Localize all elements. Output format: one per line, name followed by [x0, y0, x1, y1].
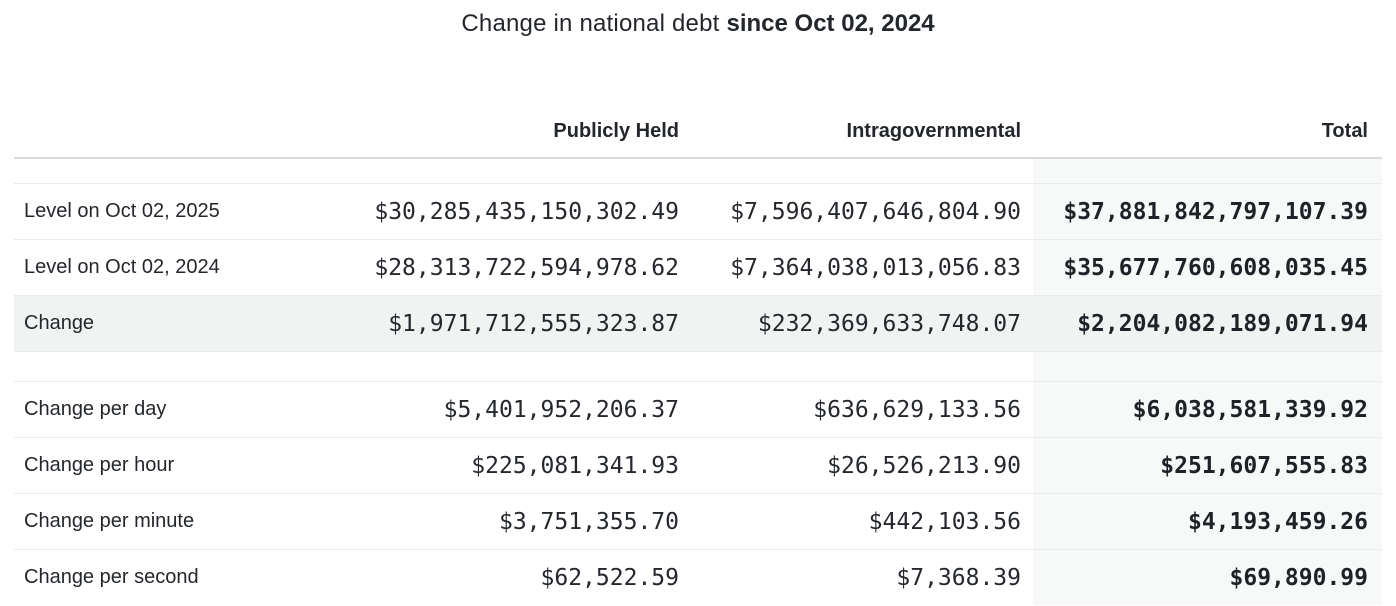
row-label: Change per second: [24, 566, 199, 588]
row-separator: [14, 239, 1382, 240]
total-value: $35,677,760,608,035.45: [1033, 240, 1382, 295]
table-row: Change per minute $3,751,355.70 $442,103…: [14, 494, 1382, 549]
publicly-held-value: $5,401,952,206.37: [443, 396, 679, 423]
row-label: Level on Oct 02, 2024: [24, 256, 220, 278]
table-row: Change $1,971,712,555,323.87 $232,369,63…: [14, 296, 1382, 351]
column-header-publicly-held: Publicly Held: [553, 120, 679, 142]
page-title-text: Change in national debt: [461, 10, 720, 37]
table-row: Change per hour $225,081,341.93 $26,526,…: [14, 438, 1382, 493]
publicly-held-value: $225,081,341.93: [471, 452, 679, 479]
row-separator: [14, 549, 1382, 550]
table-header: Publicly Held Intragovernmental Total: [14, 48, 1382, 157]
publicly-held-value: $3,751,355.70: [498, 508, 679, 535]
spacer-row: [14, 159, 1382, 183]
intragovernmental-value: $232,369,633,748.07: [757, 310, 1021, 337]
table-row: Level on Oct 02, 2025 $30,285,435,150,30…: [14, 184, 1382, 239]
total-column-band: [1033, 352, 1382, 381]
column-header-total: Total: [1321, 120, 1368, 142]
row-separator: [14, 381, 1382, 382]
row-separator: [14, 351, 1382, 352]
total-value: $37,881,842,797,107.39: [1033, 184, 1382, 239]
column-header-intragovernmental: Intragovernmental: [846, 120, 1021, 142]
header-divider: [14, 157, 1382, 159]
intragovernmental-value: $7,364,038,013,056.83: [730, 254, 1021, 281]
publicly-held-value: $28,313,722,594,978.62: [374, 254, 679, 281]
publicly-held-value: $30,285,435,150,302.49: [374, 198, 679, 225]
section-gap: [14, 352, 1382, 381]
intragovernmental-value: $7,596,407,646,804.90: [730, 198, 1021, 225]
row-label: Level on Oct 02, 2025: [24, 200, 220, 222]
debt-table: Publicly Held Intragovernmental Total Le…: [14, 48, 1382, 605]
total-value: $2,204,082,189,071.94: [1077, 310, 1368, 337]
row-label: Change per hour: [24, 454, 175, 476]
table-row: Change per second $62,522.59 $7,368.39 $…: [14, 550, 1382, 605]
intragovernmental-value: $26,526,213.90: [827, 452, 1021, 479]
row-separator: [14, 295, 1382, 296]
total-value: $69,890.99: [1033, 550, 1382, 605]
row-label: Change per minute: [24, 510, 195, 532]
row-separator: [14, 183, 1382, 184]
publicly-held-value: $1,971,712,555,323.87: [388, 310, 679, 337]
intragovernmental-value: $7,368.39: [896, 564, 1021, 591]
rates-section: Change per day $5,401,952,206.37 $636,62…: [14, 382, 1382, 605]
row-separator: [14, 437, 1382, 438]
table-row: Level on Oct 02, 2024 $28,313,722,594,97…: [14, 240, 1382, 295]
page-title: Change in national debt since Oct 02, 202…: [0, 0, 1396, 48]
row-label: Change per day: [24, 398, 167, 420]
page-title-emphasis: since Oct 02, 2024: [726, 10, 935, 37]
row-label: Change: [24, 312, 95, 334]
intragovernmental-value: $636,629,133.56: [813, 396, 1021, 423]
publicly-held-value: $62,522.59: [540, 564, 679, 591]
total-value: $4,193,459.26: [1033, 494, 1382, 549]
levels-section: Level on Oct 02, 2025 $30,285,435,150,30…: [14, 184, 1382, 352]
row-separator: [14, 493, 1382, 494]
intragovernmental-value: $442,103.56: [868, 508, 1021, 535]
total-value: $251,607,555.83: [1033, 438, 1382, 493]
table-row: Change per day $5,401,952,206.37 $636,62…: [14, 382, 1382, 437]
total-value: $6,038,581,339.92: [1033, 382, 1382, 437]
total-column-band: [1033, 159, 1382, 183]
